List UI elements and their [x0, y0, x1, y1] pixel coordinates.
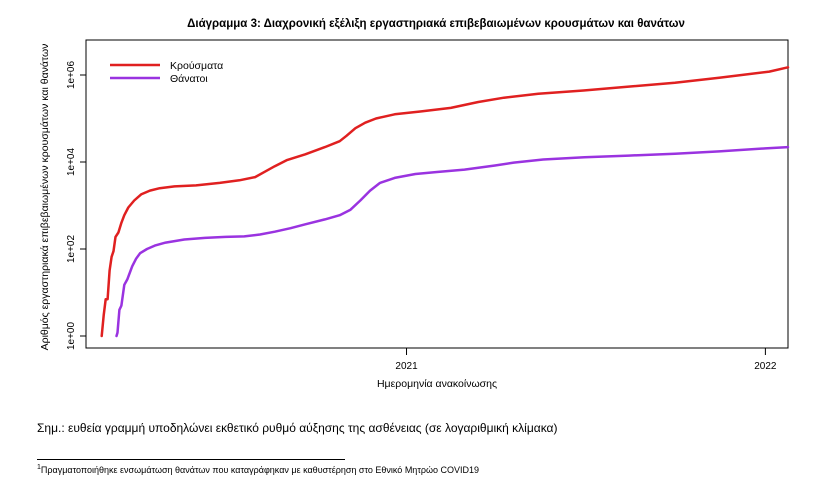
series-line-cases	[100, 66, 790, 338]
plot-frame	[85, 39, 789, 349]
series-line-deaths	[115, 145, 790, 338]
x-axis-label: Ημερομηνία ανακοίνωσης	[377, 378, 497, 390]
series-layer	[100, 66, 790, 338]
y-tick-label: 1e+00	[66, 322, 77, 351]
footnote-text: Πραγματοποιήθηκε ενσωμάτωση θανάτων που …	[40, 465, 480, 475]
chart: Διάγραμμα 3: Διαχρονική εξέλιξη εργαστηρ…	[39, 18, 790, 390]
x-tick-label: 2021	[395, 361, 418, 372]
y-axis: 1e+00 1e+02 1e+04 1e+06	[66, 61, 86, 351]
y-axis-label: Αριθμός εργαστηριακά επιβεβαιωμένων κρου…	[39, 44, 51, 351]
chart-note: Σημ.: ευθεία γραμμή υποδηλώνει εκθετικό …	[37, 421, 558, 435]
x-tick-label: 2022	[754, 361, 777, 372]
chart-title: Διάγραμμα 3: Διαχρονική εξέλιξη εργαστηρ…	[187, 18, 685, 30]
legend-label-cases: Κρούσματα	[170, 60, 223, 72]
legend-label-deaths: Θάνατοι	[170, 73, 208, 85]
y-tick-label: 1e+06	[66, 61, 77, 90]
legend: Κρούσματα Θάνατοι	[110, 60, 223, 85]
footnote-divider	[37, 459, 345, 460]
y-tick-label: 1e+04	[66, 148, 77, 177]
footnote-marker: 1	[37, 464, 41, 471]
y-tick-label: 1e+02	[66, 235, 77, 264]
x-axis: 2021 2022	[395, 348, 777, 372]
footnote: 1Πραγματοποιήθηκε ενσωμάτωση θανάτων που…	[37, 464, 479, 475]
